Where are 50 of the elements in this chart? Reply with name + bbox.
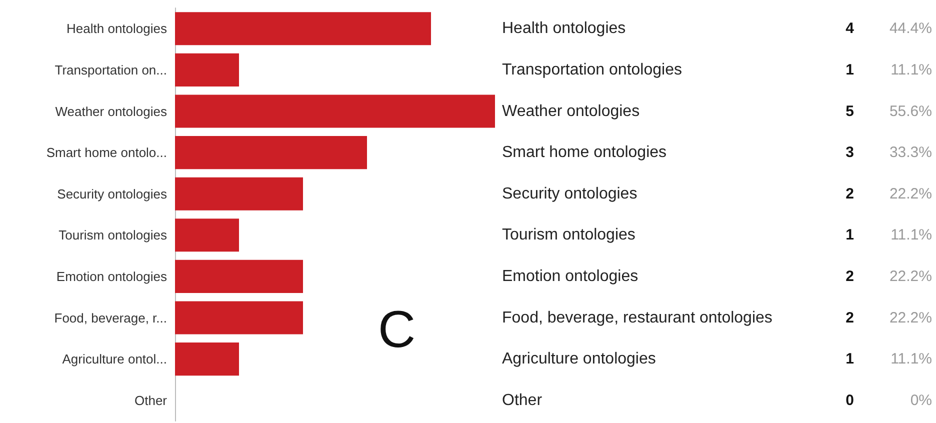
annotation: C bbox=[378, 301, 416, 359]
bar bbox=[175, 12, 431, 46]
data-label: 1 bbox=[846, 226, 854, 244]
text: 11.1% bbox=[890, 226, 932, 244]
bar bbox=[175, 260, 303, 293]
data-label: 2 bbox=[846, 268, 854, 285]
y-tick-label: Agriculture ontol... bbox=[62, 352, 167, 367]
text: Transportation ontologies bbox=[502, 61, 682, 78]
text: 33.3% bbox=[889, 144, 932, 162]
bar bbox=[175, 136, 367, 170]
text: Health ontologies bbox=[502, 20, 626, 38]
text: 11.1% bbox=[890, 61, 932, 78]
text: 0% bbox=[910, 392, 932, 409]
y-tick-label: Transportation on... bbox=[54, 62, 167, 78]
data-label: 1 bbox=[846, 61, 854, 78]
text: Weather ontologies bbox=[502, 102, 640, 120]
text: Smart home ontologies bbox=[502, 144, 667, 162]
text: Tourism ontologies bbox=[502, 226, 636, 244]
data-label: 0 bbox=[846, 392, 854, 409]
text: Food, beverage, restaurant ontologies bbox=[502, 309, 772, 326]
y-tick-label: Security ontologies bbox=[57, 186, 168, 202]
text: 22.2% bbox=[889, 185, 932, 202]
text: Security ontologies bbox=[502, 185, 638, 202]
y-tick-label: Health ontologies bbox=[66, 21, 168, 36]
bar bbox=[175, 53, 239, 86]
bar bbox=[175, 218, 239, 252]
y-tick-label: Food, beverage, r... bbox=[54, 310, 167, 326]
y-tick-label: Smart home ontolo... bbox=[46, 145, 167, 160]
data-label: 1 bbox=[846, 350, 854, 368]
text: 22.2% bbox=[889, 268, 932, 285]
bar bbox=[175, 301, 303, 334]
text: Emotion ontologies bbox=[502, 268, 638, 285]
data-label: 2 bbox=[846, 185, 854, 202]
text: 44.4% bbox=[889, 20, 932, 38]
y-tick-label: Weather ontologies bbox=[55, 104, 168, 119]
data-label: 4 bbox=[846, 20, 855, 38]
text: Agriculture ontologies bbox=[502, 350, 656, 368]
y-tick-label: Emotion ontologies bbox=[56, 268, 168, 284]
data-label: 2 bbox=[846, 309, 854, 326]
text: Other bbox=[502, 392, 543, 409]
data-label: 3 bbox=[846, 144, 854, 162]
text: 11.1% bbox=[890, 350, 932, 368]
bar bbox=[175, 177, 303, 210]
data-label: 5 bbox=[846, 102, 854, 120]
text: 55.6% bbox=[889, 102, 932, 120]
y-tick-label: Tourism ontologies bbox=[58, 228, 168, 243]
text: 22.2% bbox=[889, 309, 932, 326]
y-tick-label: Other bbox=[134, 392, 168, 408]
bar bbox=[175, 342, 239, 376]
bar bbox=[175, 94, 495, 128]
